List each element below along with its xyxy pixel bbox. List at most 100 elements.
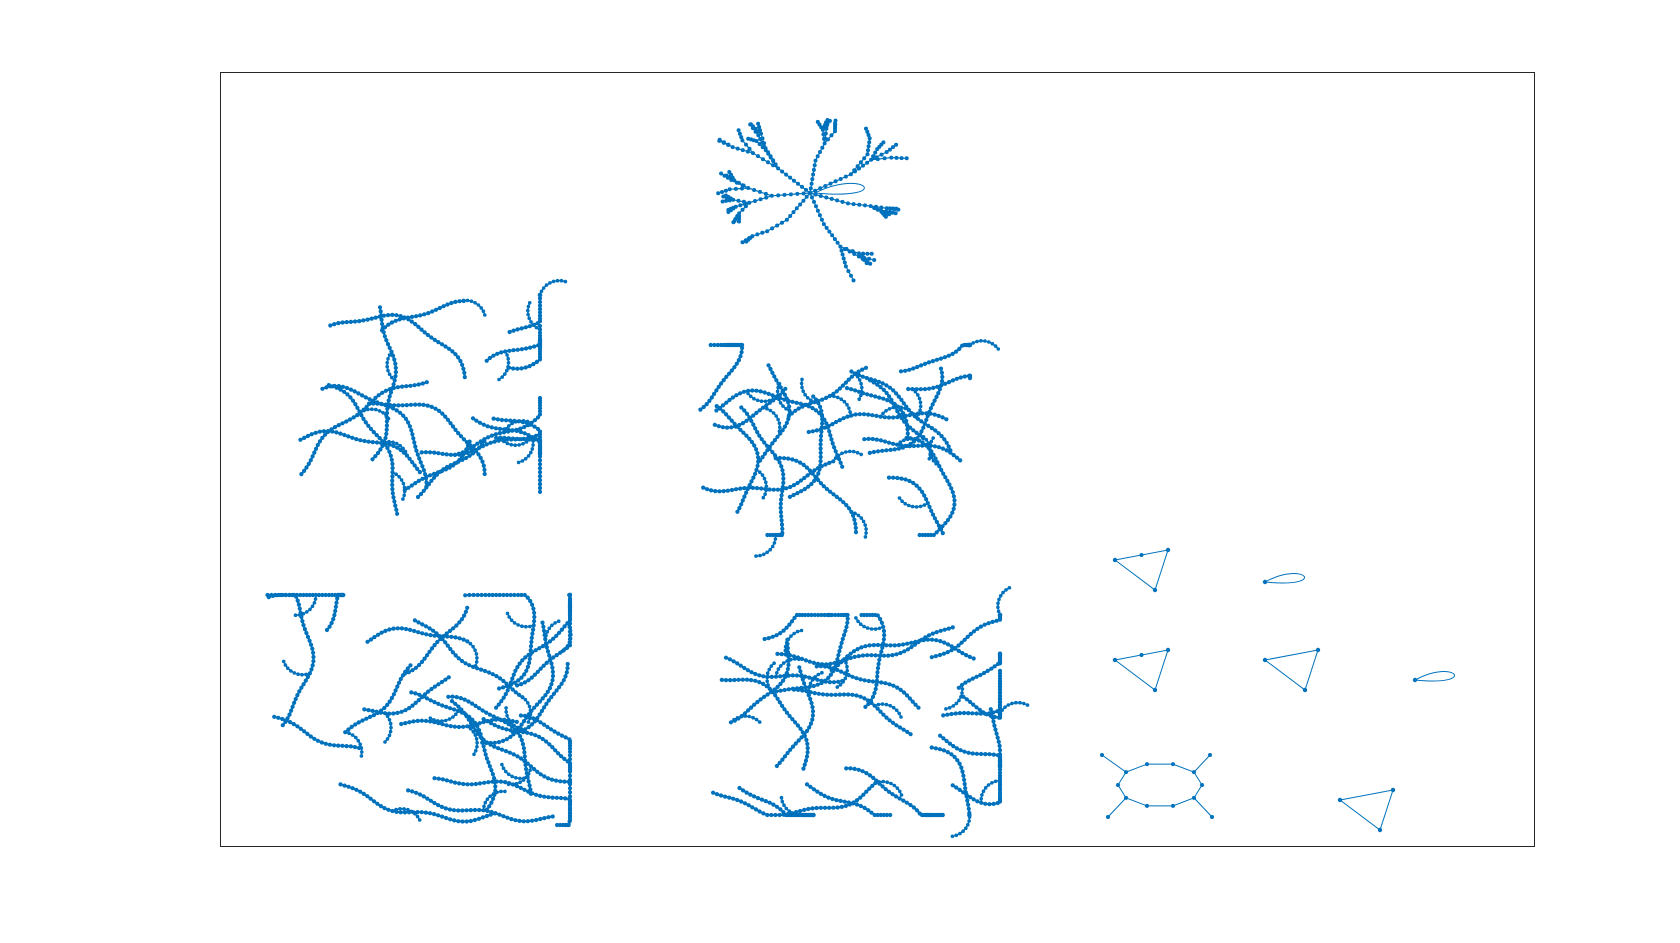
graph-edge [830, 638, 975, 672]
graph-edge [421, 433, 541, 457]
graph-edge [752, 230, 768, 237]
graph-edge [392, 807, 421, 821]
graph-edge [371, 307, 398, 461]
graph-edge [864, 437, 961, 462]
graph-node [1152, 587, 1158, 593]
graph-edge [725, 656, 843, 684]
graph-edge [866, 138, 871, 155]
small-component [1112, 547, 1171, 593]
graph-edge [885, 211, 896, 214]
graph-edge [414, 619, 524, 699]
graph-node [1112, 557, 1118, 563]
graph-edge [386, 351, 396, 381]
graph-edge [730, 639, 790, 724]
graph-edge [380, 440, 408, 456]
graph-edge [1339, 789, 1394, 831]
graph-edge [719, 139, 734, 148]
graph-edge [1193, 797, 1213, 818]
graph-edge [503, 419, 532, 433]
graph-edge [463, 638, 478, 667]
graph-node [1200, 783, 1204, 787]
graph-edge [780, 797, 805, 817]
graph-edge [765, 147, 779, 169]
graph-edge [858, 255, 875, 261]
graph-edge [839, 246, 847, 267]
graph-edge [836, 658, 849, 688]
graph-node [1302, 687, 1308, 693]
graph-edge [896, 437, 927, 446]
graph-edge [764, 613, 830, 641]
graph-edge [789, 395, 824, 498]
graph-edge [840, 246, 860, 258]
graph-edge [728, 206, 737, 211]
graph-edge [808, 412, 947, 434]
graph-node [1390, 787, 1396, 793]
graph-node [1165, 547, 1171, 553]
graph-node [1208, 753, 1212, 757]
graph-edge [411, 691, 497, 811]
graph-edge [870, 205, 887, 213]
graph-node [1262, 657, 1268, 663]
graph-edge [1107, 797, 1127, 818]
graph-edge [749, 195, 772, 204]
graph-node [1145, 803, 1149, 808]
graph-edge [360, 408, 390, 420]
graph-edge [908, 374, 972, 391]
graph-edge [916, 432, 932, 459]
graph-edge [786, 192, 811, 221]
graph-node [1152, 687, 1158, 693]
large-component [711, 586, 1030, 839]
graph-edge [364, 676, 450, 715]
graph-edge [757, 123, 762, 134]
graph-edge [760, 133, 767, 149]
graph-edge [741, 140, 754, 154]
graph-edge [508, 766, 532, 786]
graph-edge [931, 746, 971, 817]
graph-edge [512, 663, 569, 734]
graph-edge [506, 613, 534, 628]
graph-edge [459, 299, 486, 316]
graph-edge [886, 144, 897, 153]
graph-edge [756, 469, 768, 499]
graph-edge [846, 767, 943, 817]
graph-edge [832, 450, 862, 462]
graph-edge [501, 764, 528, 780]
graph-edge [888, 476, 944, 534]
graph-node [1412, 677, 1418, 683]
graph-edge [861, 613, 886, 708]
graph-edge [366, 627, 468, 643]
graph-edge [829, 395, 852, 417]
graph-edge [850, 370, 863, 400]
graph-edge [740, 406, 785, 537]
graph-node [1165, 647, 1171, 653]
graph-edge [824, 130, 836, 144]
graph-edge [980, 779, 1000, 803]
graph-edge [870, 148, 878, 161]
graph-edge [771, 192, 811, 197]
graph-edge [845, 266, 855, 281]
graph-edge [793, 688, 912, 736]
graph-edge [809, 173, 852, 194]
graph-edge [273, 715, 360, 750]
graph-edge [509, 295, 542, 334]
graph-edge [784, 629, 802, 655]
graph-edge [752, 125, 762, 135]
graph-edge [454, 398, 542, 456]
graph-edge [322, 384, 428, 487]
graph-node [1139, 553, 1144, 557]
graph-edge [952, 708, 1002, 806]
graph-edge [472, 417, 542, 455]
graph-edge [407, 789, 553, 823]
graph-edge [869, 379, 924, 439]
graph-node [1337, 797, 1343, 803]
graph-plot [265, 118, 1455, 839]
graph-edge [876, 141, 884, 150]
graph-edge [526, 302, 541, 331]
graph-edge [295, 594, 317, 616]
small-component [1100, 753, 1214, 819]
graph-edge [466, 725, 478, 755]
graph-edge [429, 710, 459, 722]
graph-edge [874, 703, 902, 718]
graph-edge [300, 381, 428, 475]
self-loop-edge [1264, 573, 1305, 584]
